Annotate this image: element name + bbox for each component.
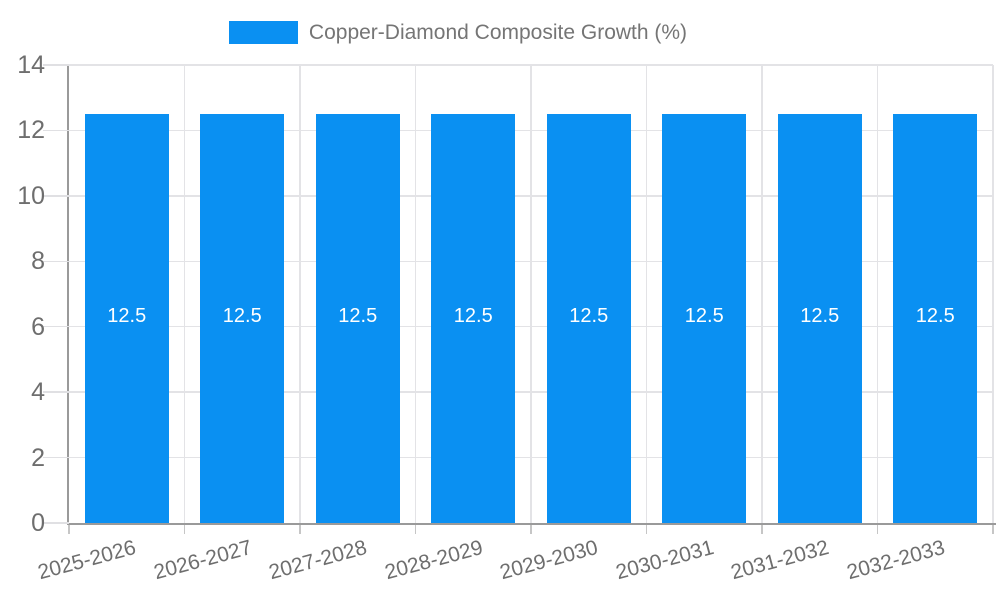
x-tick-label: 2031-2032 bbox=[728, 536, 832, 585]
chart-legend: Copper-Diamond Composite Growth (%) bbox=[0, 18, 916, 47]
x-gridline bbox=[876, 65, 879, 523]
bar[interactable] bbox=[431, 114, 516, 523]
bar[interactable] bbox=[546, 114, 631, 523]
x-gridline bbox=[761, 65, 763, 523]
y-axis-tick bbox=[43, 195, 69, 197]
y-tick-label: 2 bbox=[31, 443, 45, 472]
y-axis-tick bbox=[43, 129, 69, 132]
y-tick-label: 6 bbox=[31, 312, 45, 341]
y-axis-tick bbox=[43, 522, 69, 524]
legend-swatch-icon bbox=[228, 21, 298, 44]
y-tick-label: 14 bbox=[17, 51, 45, 79]
x-axis-tick bbox=[414, 525, 417, 534]
y-tick-label: 12 bbox=[17, 116, 45, 145]
legend-item[interactable]: Copper-Diamond Composite Growth (%) bbox=[228, 18, 688, 47]
x-tick-label: 2029-2030 bbox=[497, 536, 601, 585]
bar[interactable] bbox=[893, 114, 978, 523]
x-axis-tick bbox=[992, 525, 994, 534]
bar[interactable] bbox=[777, 114, 862, 523]
y-axis-tick bbox=[43, 456, 69, 459]
y-tick-label: 10 bbox=[17, 181, 45, 210]
x-tick-label: 2030-2031 bbox=[613, 536, 717, 585]
x-axis-line bbox=[67, 523, 996, 525]
x-axis-tick bbox=[761, 525, 763, 534]
x-axis-tick bbox=[530, 525, 532, 534]
y-axis-tick bbox=[43, 391, 69, 393]
x-axis-tick bbox=[876, 525, 879, 534]
legend-label: Copper-Diamond Composite Growth (%) bbox=[308, 21, 688, 44]
x-tick-label: 2025-2026 bbox=[35, 536, 139, 585]
x-axis-tick bbox=[645, 525, 648, 534]
y-tick-label: 4 bbox=[31, 378, 45, 407]
x-gridline bbox=[414, 65, 417, 523]
bar[interactable] bbox=[200, 114, 285, 523]
y-axis-tick bbox=[43, 325, 69, 328]
y-tick-label: 8 bbox=[31, 247, 45, 276]
x-axis-tick bbox=[299, 525, 301, 534]
x-gridline bbox=[992, 65, 994, 523]
y-axis-line bbox=[67, 65, 69, 525]
x-gridline bbox=[299, 65, 301, 523]
y-axis-tick bbox=[43, 64, 69, 66]
x-axis-tick bbox=[68, 525, 70, 534]
x-gridline bbox=[530, 65, 532, 523]
x-axis-tick bbox=[183, 525, 186, 534]
x-gridline bbox=[183, 65, 186, 523]
bar[interactable] bbox=[84, 114, 169, 523]
x-tick-label: 2028-2029 bbox=[382, 536, 486, 585]
x-tick-label: 2027-2028 bbox=[266, 536, 370, 585]
bar[interactable] bbox=[662, 114, 747, 523]
y-tick-label: 0 bbox=[31, 509, 45, 537]
x-gridline bbox=[645, 65, 648, 523]
y-axis-tick bbox=[43, 260, 69, 263]
x-tick-label: 2032-2033 bbox=[844, 536, 948, 585]
bar[interactable] bbox=[315, 114, 400, 523]
x-tick-label: 2026-2027 bbox=[151, 536, 255, 585]
